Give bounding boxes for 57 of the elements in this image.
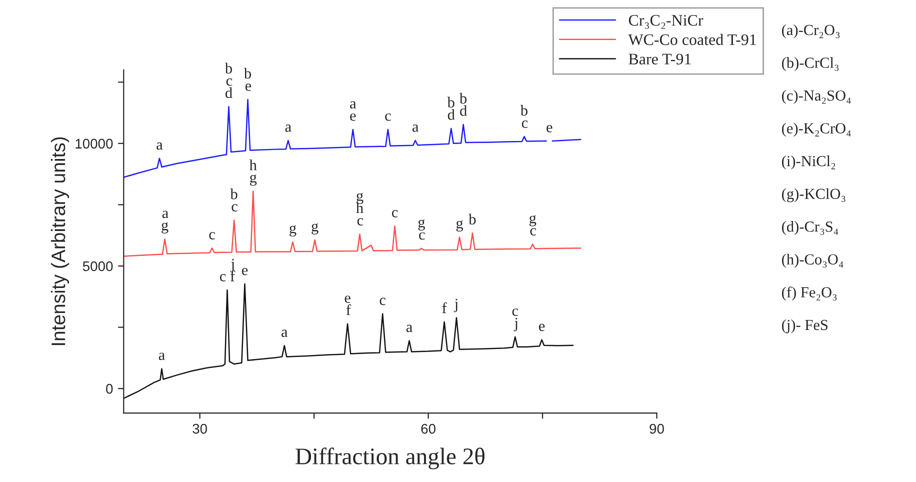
y-tick-label: 5000 <box>82 261 113 272</box>
line-series <box>124 190 582 257</box>
annotation: g h c <box>356 192 364 226</box>
annotation: a <box>282 330 288 338</box>
x-tick-label: 60 <box>421 424 436 434</box>
text: (c)-Na₂SO₄ <box>782 90 851 104</box>
annotation: c <box>392 210 398 218</box>
x-axis-title: Diffraction angle 2θ <box>296 448 484 470</box>
text: (h)-Co₃O₄ <box>782 254 844 268</box>
annotation: a e <box>350 101 356 121</box>
annotation: j <box>454 298 458 312</box>
annotation: b <box>468 214 476 224</box>
annotation: b e <box>244 68 252 91</box>
legend-label: Bare T-91 <box>628 54 691 64</box>
annotation: e <box>242 268 248 276</box>
annotation: e <box>538 324 545 332</box>
x-tick-label: 90 <box>650 424 664 434</box>
annotation: a <box>158 352 165 360</box>
y-axis-title: Intensity (Arbitrary units) <box>50 137 70 346</box>
annotation: g <box>456 220 464 232</box>
text: (a)-Cr₂O₃ <box>782 24 840 38</box>
annotation: f <box>442 302 447 314</box>
annotation: a g <box>162 210 168 234</box>
annotation: a <box>412 124 419 132</box>
text: (g)-KClO₃ <box>782 188 846 202</box>
annotation: b d <box>460 92 467 116</box>
x-tick-label: 30 <box>192 424 207 434</box>
annotation: a <box>285 124 292 132</box>
annotation: b d <box>447 96 455 120</box>
text: (j)- FeS <box>782 319 828 334</box>
line-series <box>124 283 574 399</box>
annotation: c <box>385 113 391 121</box>
annotation: b c d <box>224 62 232 98</box>
y-tick-label: 0 <box>106 384 113 394</box>
text: (f) Fe₂O₃ <box>782 286 837 301</box>
annotation: h g <box>249 160 257 186</box>
annotation: c <box>209 232 215 240</box>
y-tick-label: 10000 <box>76 138 113 149</box>
annotation: g c <box>529 215 536 236</box>
annotation: g <box>290 225 296 236</box>
legend-label: Cr₃C₂-NiCr <box>628 14 704 29</box>
annotation: j c f <box>220 258 236 282</box>
annotation: c j <box>512 308 518 332</box>
text: (i)-NiCl₂ <box>782 156 836 170</box>
annotation: b c <box>230 188 238 212</box>
annotation: a <box>406 324 412 332</box>
legend-label: WC-Co coated T-91 <box>628 34 756 46</box>
annotation: e f <box>344 296 351 316</box>
annotation: b c <box>520 104 528 128</box>
annotation: a <box>156 142 163 150</box>
annotation: e <box>546 124 552 132</box>
annotation: g <box>312 223 318 234</box>
annotation: g c <box>418 219 425 240</box>
text: (b)-CrCl₃ <box>782 57 839 72</box>
text: (d)-Cr₃S₄ <box>782 221 838 235</box>
annotation: c <box>380 298 386 306</box>
text: (e)-K₂CrO₄ <box>782 122 851 137</box>
